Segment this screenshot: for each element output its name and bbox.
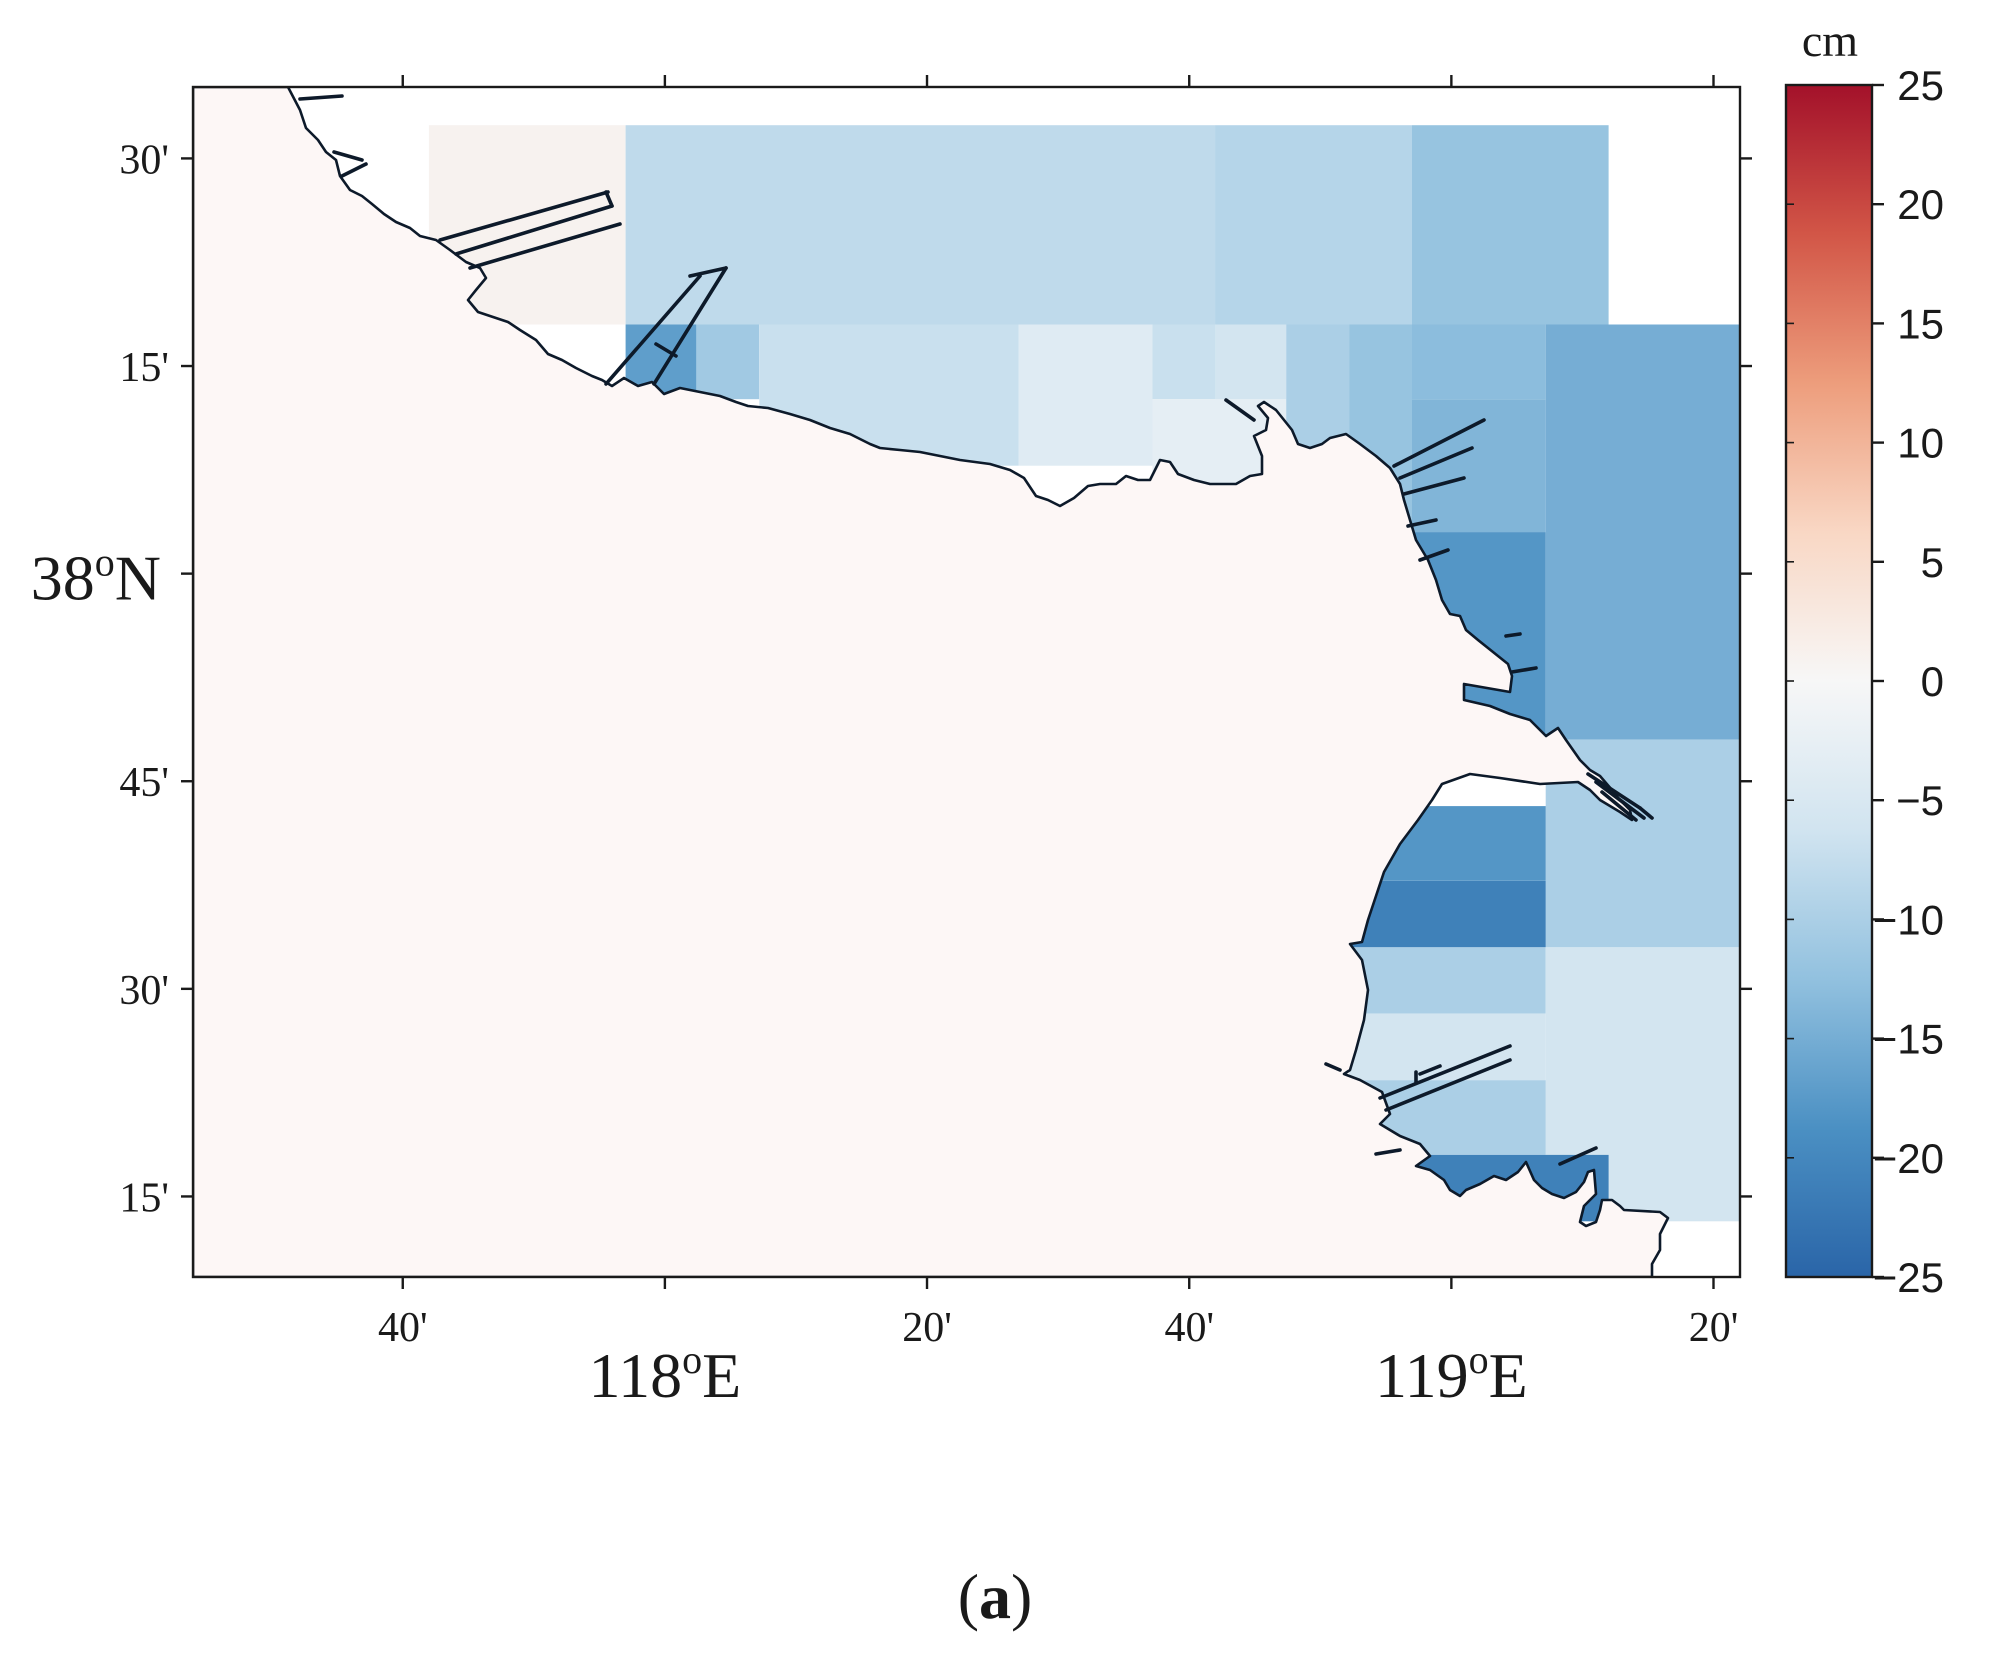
lat-major-label: 38oN [31,540,161,614]
colorbar-tick-label: 25 [1897,62,1944,109]
sea-level-cell [1349,880,1546,948]
sea-level-cell [1412,324,1546,400]
lon-major-degrees: 119 [1375,1340,1469,1411]
lon-major-degrees: 118 [589,1340,683,1411]
colorbar-tick-label: 10 [1897,420,1944,467]
lat-major-degrees: 38 [31,543,95,614]
colorbar-tick-label: 15 [1897,300,1944,347]
harbor-breakwaters [298,94,1654,1166]
lat-major-degree-symbol: o [95,540,115,585]
sea-level-cell [1018,324,1153,466]
sea-level-cell [696,324,760,400]
colorbar-tick-label: 5 [1921,539,1944,586]
lon-major-degree-symbol: o [1469,1337,1489,1382]
colorbar-tick-label: 20 [1897,181,1944,228]
colorbar-tick-label: 0 [1921,658,1944,705]
latitude-labels: 30' 15' 45' 30' 15' 38oN [31,137,169,1221]
colorbar-tick-label: −25 [1873,1254,1944,1301]
panel-label: (a) [0,1560,1990,1634]
sea-level-cell [1152,324,1216,400]
sea-level-cell [625,125,1216,325]
sea-level-cell [1412,125,1609,325]
colorbar-tick-label: −5 [1896,777,1944,824]
lat-tick-label: 15' [119,1175,169,1221]
land-mass [193,87,1670,1277]
lon-major-label: 118oE [589,1337,742,1411]
lat-tick-label: 30' [119,137,169,183]
sea-level-cell [1215,125,1412,325]
panel-label-open: ( [957,1561,979,1632]
colorbar-unit: cm [1802,15,1858,66]
sea-level-cell [1545,324,1740,740]
plot-area [193,87,1740,1277]
colorbar-tick-label: −20 [1873,1135,1944,1182]
sea-level-cell [1349,947,1546,1014]
lon-tick-label: 20' [902,1305,952,1351]
plot-frame [191,85,1742,1279]
lon-major-hemisphere: E [702,1340,741,1411]
axis-ticks [181,75,1752,1289]
lat-tick-label: 45' [119,760,169,806]
colorbar-ticks: 25 20 15 10 5 0 −5 −10 −15 −20 −25 [1786,62,1944,1301]
lon-major-label: 119oE [1375,1337,1528,1411]
lat-tick-label: 15' [119,345,169,391]
colorbar-gradient [1784,83,1874,1279]
colorbar-tick-label: −10 [1873,896,1944,943]
lon-tick-label: 40' [1164,1305,1214,1351]
panel-label-letter: a [979,1561,1011,1632]
colorbar: cm 25 20 15 10 5 0 −5 −10 −15 −20 −25 [1784,15,1944,1301]
longitude-labels: 40' 20' 40' 20'118oE 119oE [378,1305,1738,1411]
lon-tick-label: 40' [378,1305,428,1351]
lon-major-hemisphere: E [1489,1340,1528,1411]
panel-label-close: ) [1011,1561,1033,1632]
lat-tick-label: 30' [119,968,169,1014]
sea-level-cell [1215,324,1287,400]
colorbar-tick-label: −15 [1873,1016,1944,1063]
lon-major-degree-symbol: o [682,1337,702,1382]
lat-major-hemisphere: N [115,543,161,614]
lon-tick-label: 20' [1689,1305,1739,1351]
